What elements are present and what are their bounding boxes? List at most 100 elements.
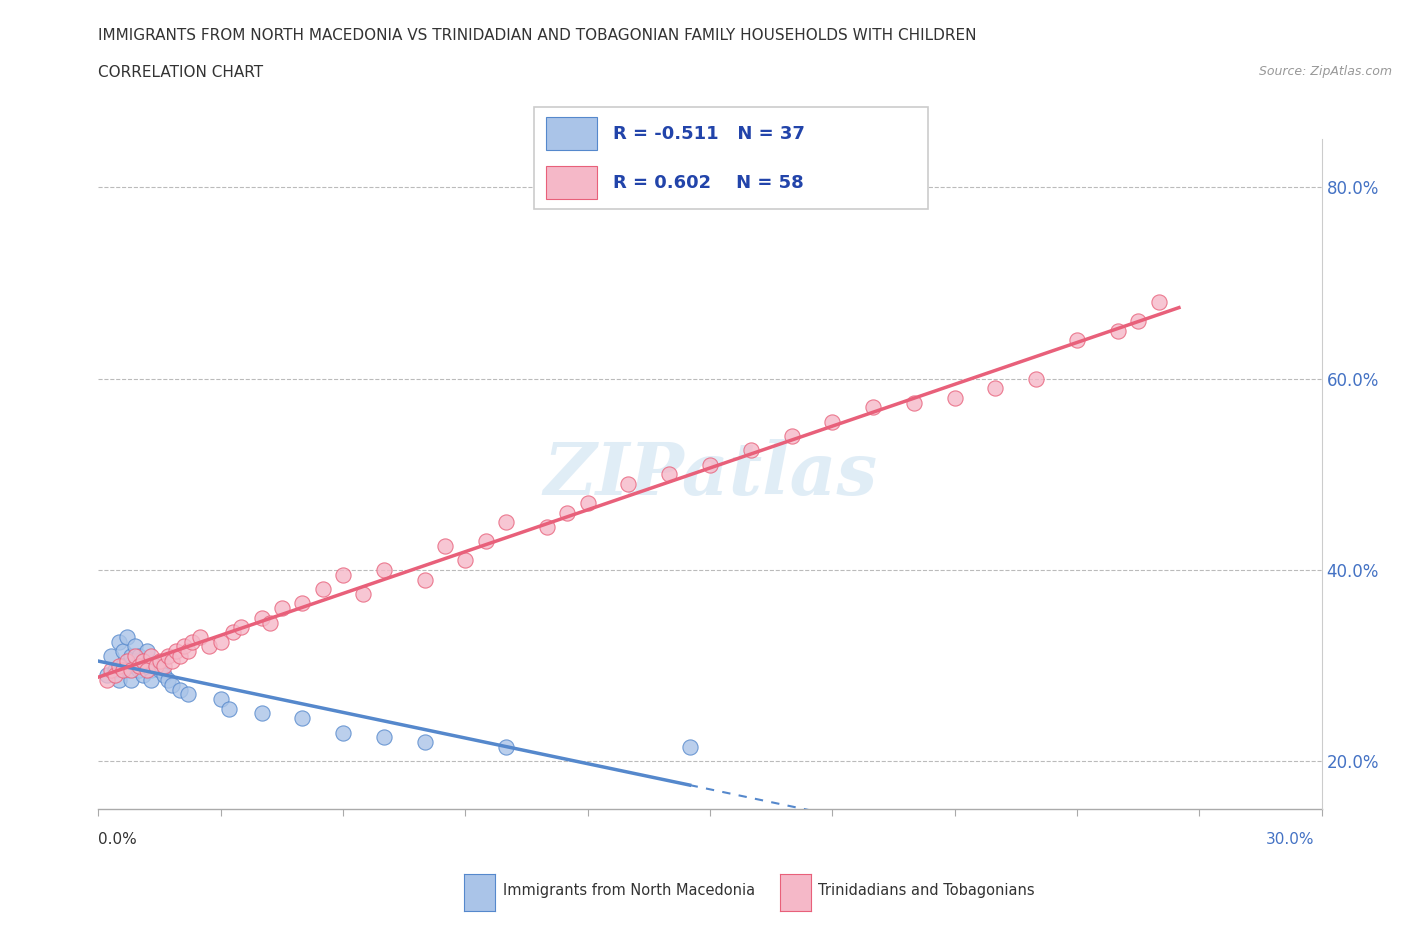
- Point: [495, 739, 517, 754]
- Text: Source: ZipAtlas.com: Source: ZipAtlas.com: [1258, 65, 1392, 78]
- Point: [1025, 371, 1047, 386]
- Point: [96, 672, 118, 687]
- Point: [1128, 313, 1150, 328]
- Point: [96, 668, 118, 683]
- Point: [259, 615, 281, 630]
- Point: [145, 658, 167, 673]
- Point: [1147, 295, 1170, 310]
- Point: [188, 630, 212, 644]
- Point: [141, 672, 163, 687]
- Point: [145, 658, 167, 673]
- Point: [100, 648, 122, 663]
- Point: [332, 567, 354, 582]
- Point: [658, 467, 681, 482]
- Point: [617, 476, 640, 491]
- Point: [132, 654, 155, 669]
- Bar: [546, 117, 598, 150]
- Point: [821, 414, 844, 429]
- Point: [128, 663, 150, 678]
- Point: [141, 648, 163, 663]
- Point: [152, 658, 174, 673]
- Point: [209, 692, 232, 707]
- Point: [291, 711, 314, 725]
- Text: R = 0.602    N = 58: R = 0.602 N = 58: [613, 174, 804, 192]
- Point: [209, 634, 232, 649]
- Point: [1107, 324, 1129, 339]
- Point: [536, 520, 558, 535]
- Point: [373, 563, 395, 578]
- Point: [136, 658, 159, 673]
- Point: [943, 391, 966, 405]
- Point: [132, 668, 155, 683]
- Point: [495, 514, 517, 529]
- Text: CORRELATION CHART: CORRELATION CHART: [98, 65, 263, 80]
- Point: [903, 395, 925, 410]
- Point: [136, 644, 159, 658]
- Point: [557, 505, 579, 520]
- Point: [862, 400, 884, 415]
- Point: [149, 654, 172, 669]
- Point: [156, 648, 179, 663]
- Point: [111, 644, 134, 658]
- Point: [413, 735, 436, 750]
- Point: [332, 725, 354, 740]
- Point: [132, 654, 155, 669]
- Point: [111, 663, 134, 678]
- Point: [291, 596, 314, 611]
- Point: [454, 553, 477, 568]
- Point: [177, 687, 200, 702]
- Point: [141, 663, 163, 678]
- Point: [156, 672, 179, 687]
- Point: [1066, 333, 1088, 348]
- Point: [181, 634, 204, 649]
- Point: [222, 625, 245, 640]
- Point: [373, 730, 395, 745]
- Point: [250, 610, 273, 625]
- Point: [124, 648, 146, 663]
- Text: Trinidadians and Tobagonians: Trinidadians and Tobagonians: [818, 884, 1035, 898]
- Point: [120, 648, 142, 663]
- Point: [100, 663, 122, 678]
- Point: [984, 380, 1007, 395]
- Point: [152, 668, 174, 683]
- Point: [160, 654, 183, 669]
- Point: [169, 648, 191, 663]
- Point: [270, 601, 294, 616]
- Point: [352, 587, 374, 602]
- Point: [104, 668, 127, 683]
- Point: [576, 496, 599, 511]
- Point: [149, 663, 172, 678]
- Text: Immigrants from North Macedonia: Immigrants from North Macedonia: [503, 884, 755, 898]
- Point: [128, 648, 150, 663]
- Point: [128, 658, 150, 673]
- Point: [165, 644, 187, 658]
- Point: [120, 672, 142, 687]
- Point: [218, 701, 240, 716]
- Point: [108, 672, 131, 687]
- Text: R = -0.511   N = 37: R = -0.511 N = 37: [613, 125, 804, 142]
- FancyBboxPatch shape: [534, 107, 928, 209]
- Point: [169, 682, 191, 697]
- Point: [231, 620, 253, 635]
- Point: [413, 572, 436, 587]
- Text: 0.0%: 0.0%: [98, 832, 138, 847]
- Point: [312, 581, 335, 596]
- Point: [160, 677, 183, 692]
- Point: [111, 658, 134, 673]
- Point: [120, 663, 142, 678]
- Point: [780, 429, 803, 444]
- Point: [115, 663, 138, 678]
- Point: [679, 739, 702, 754]
- Point: [115, 654, 138, 669]
- Point: [250, 706, 273, 721]
- Point: [124, 658, 146, 673]
- Point: [108, 658, 131, 673]
- Bar: [546, 166, 598, 199]
- Point: [173, 639, 195, 654]
- Text: 30.0%: 30.0%: [1267, 832, 1315, 847]
- Point: [474, 534, 498, 549]
- Point: [115, 630, 138, 644]
- Point: [197, 639, 219, 654]
- Point: [740, 443, 762, 458]
- Point: [136, 663, 159, 678]
